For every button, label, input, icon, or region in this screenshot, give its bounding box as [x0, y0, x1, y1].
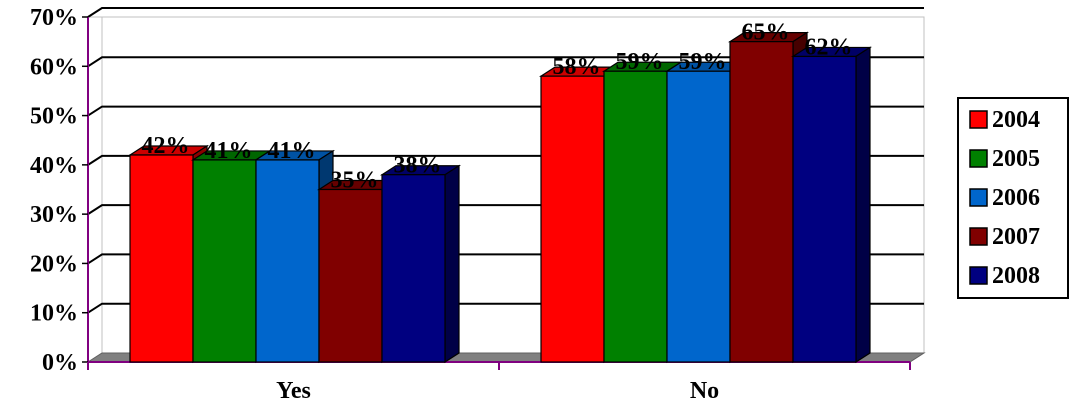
- legend-swatch: [969, 227, 988, 246]
- data-label: 58%: [553, 54, 601, 80]
- bar-front: [318, 188, 383, 363]
- legend-swatch: [969, 266, 988, 285]
- y-tick-label: 60%: [30, 54, 78, 80]
- category-label: Yes: [276, 378, 311, 404]
- legend-item: 2006: [969, 185, 1040, 211]
- legend-item: 2005: [969, 146, 1040, 172]
- y-tick-label: 40%: [30, 153, 78, 179]
- gridline: [87, 56, 924, 68]
- gridlines: [87, 7, 924, 314]
- bar-front: [603, 70, 668, 363]
- legend-swatch: [969, 149, 988, 168]
- data-label: 35%: [331, 168, 379, 194]
- bar-front: [255, 159, 320, 363]
- data-label: 41%: [205, 138, 253, 164]
- legend-label: 2005: [992, 146, 1040, 172]
- data-label: 65%: [742, 20, 790, 46]
- legend: 2004 2005 2006 2007 2008: [957, 97, 1069, 299]
- legend-label: 2008: [992, 263, 1040, 289]
- data-label: 38%: [394, 153, 442, 179]
- bar-side: [444, 164, 460, 364]
- legend-label: 2006: [992, 185, 1040, 211]
- data-label: 62%: [805, 34, 853, 60]
- legend-label: 2007: [992, 224, 1040, 250]
- bar: [790, 46, 873, 364]
- data-label: 42%: [142, 133, 190, 159]
- legend-swatch: [969, 110, 988, 129]
- legend-item: 2004: [969, 107, 1040, 133]
- y-tick-label: 0%: [42, 350, 78, 376]
- bar-front: [129, 154, 194, 363]
- x-axis-category-labels: Yes No: [276, 378, 719, 404]
- bar: [379, 164, 462, 364]
- category-label: No: [690, 378, 719, 404]
- y-tick-label: 70%: [30, 5, 78, 31]
- bar-front: [381, 174, 446, 363]
- bar-front: [792, 55, 857, 363]
- data-label: 59%: [679, 49, 727, 75]
- bar-side: [855, 46, 871, 364]
- y-tick-label: 20%: [30, 251, 78, 277]
- y-tick-label: 50%: [30, 104, 78, 130]
- data-labels: 42% 41% 41% 35% 38% 58% 59% 59% 65% 62%: [142, 20, 853, 194]
- legend-item: 2007: [969, 224, 1040, 250]
- back-wall: [102, 16, 925, 353]
- data-label: 41%: [268, 138, 316, 164]
- gridline: [87, 7, 924, 18]
- bar-front: [729, 41, 794, 363]
- bars: [127, 31, 873, 364]
- y-tick-label: 10%: [30, 301, 78, 327]
- legend-swatch: [969, 188, 988, 207]
- legend-item: 2008: [969, 263, 1040, 289]
- legend-label: 2004: [992, 107, 1040, 133]
- bar-front: [192, 159, 257, 363]
- y-axis-tick-labels: 0% 10% 20% 30% 40% 50% 60% 70%: [30, 5, 78, 376]
- bar-front: [666, 70, 731, 363]
- y-tick-label: 30%: [30, 202, 78, 228]
- data-label: 59%: [616, 49, 664, 75]
- bar-front: [540, 75, 605, 363]
